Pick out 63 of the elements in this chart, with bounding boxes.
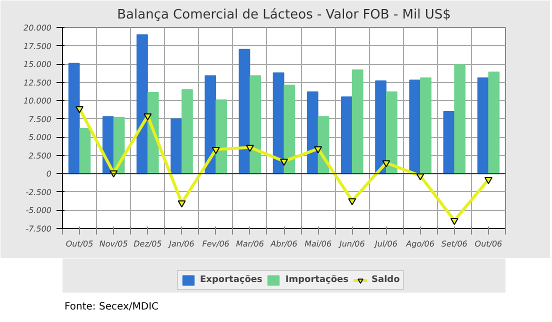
source-note: Fonte: Secex/MDIC <box>64 302 159 312</box>
bar <box>386 91 398 174</box>
legend-label: Saldo <box>372 275 400 285</box>
legend-label: Importações <box>285 275 349 285</box>
y-tick-label: 20.000 <box>24 24 52 32</box>
x-tick-label: Mar/06 <box>236 240 264 248</box>
y-tick-label: 17.500 <box>24 42 52 51</box>
point <box>484 177 492 184</box>
point <box>348 198 356 206</box>
point <box>178 200 186 208</box>
y-tick-label: -7.500 <box>26 224 52 234</box>
chart-title: Balança Comercial de Lácteos - Valor FOB - Mil US$ <box>117 8 451 22</box>
x-tick-label: Nov/05 <box>99 240 128 248</box>
x-tick-label: Ago/06 <box>405 240 434 248</box>
y-tick-label: -5.000 <box>26 206 52 216</box>
bar <box>375 80 386 174</box>
point <box>76 106 84 114</box>
bar <box>272 72 284 174</box>
bar <box>352 69 364 174</box>
y-tick-label: 2.500 <box>28 151 52 160</box>
y-tick-label: 10.000 <box>24 96 52 106</box>
x-tick-label: Set/06 <box>441 240 468 248</box>
bar <box>341 96 352 174</box>
bar <box>306 91 318 174</box>
bar <box>79 128 91 174</box>
bar <box>204 75 216 174</box>
point <box>246 144 254 152</box>
bar <box>216 99 227 174</box>
x-tick-label: Jan/06 <box>167 240 194 248</box>
y-tick-label: 7.500 <box>28 114 52 124</box>
point <box>212 147 220 154</box>
bar <box>477 77 489 174</box>
bar <box>250 75 262 174</box>
legend-label: Exportações <box>200 275 262 285</box>
bar <box>488 72 500 174</box>
bar <box>136 34 148 174</box>
bar <box>443 111 455 174</box>
point <box>144 113 152 120</box>
y-tick-label: 15.000 <box>24 60 52 70</box>
x-tick-label: Jul/06 <box>372 240 398 248</box>
x-tick-label: Fev/06 <box>202 240 230 248</box>
point <box>382 160 390 168</box>
x-tick-label: Out/06 <box>474 240 502 248</box>
bar <box>454 64 466 174</box>
y-tick-label: 5.000 <box>28 133 52 142</box>
y-tick-label: -2.500 <box>26 188 52 197</box>
bar <box>409 80 421 174</box>
x-tick-label: Out/05 <box>66 240 94 248</box>
x-tick-label: Mai/06 <box>304 240 332 248</box>
bar <box>420 77 432 174</box>
y-tick-label: 12.500 <box>24 78 52 88</box>
x-tick-label: Dez/05 <box>134 240 162 248</box>
x-tick-label: Jun/06 <box>337 240 365 248</box>
point <box>314 146 322 154</box>
bar <box>170 118 182 174</box>
x-tick-label: Abr/06 <box>270 240 298 248</box>
bar <box>238 48 250 174</box>
bar <box>182 89 193 174</box>
bar <box>284 84 296 174</box>
point <box>280 158 288 166</box>
y-tick-label: 0 <box>46 170 52 179</box>
point <box>450 218 458 225</box>
bar <box>68 62 80 174</box>
